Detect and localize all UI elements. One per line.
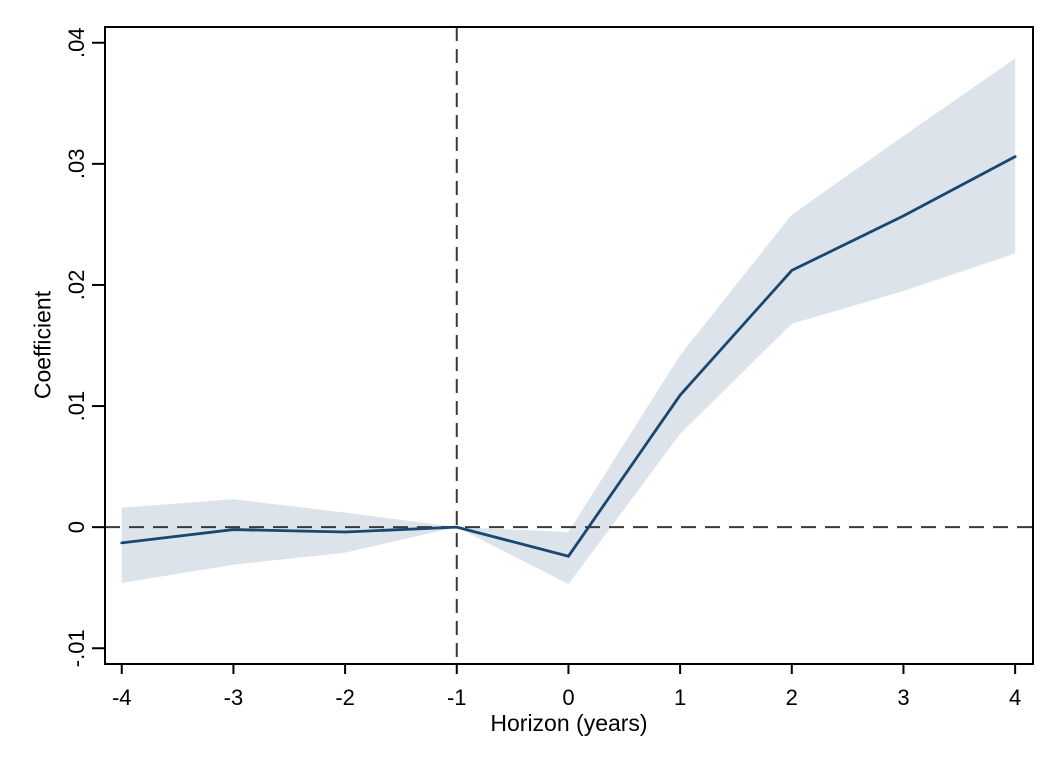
y-axis-title: Coefficient <box>29 290 56 400</box>
x-tick-label: -2 <box>335 685 355 710</box>
confidence-band <box>121 58 1016 585</box>
x-tick-label: 3 <box>897 685 909 710</box>
x-tick-label: 0 <box>562 685 574 710</box>
x-tick-label: -3 <box>224 685 244 710</box>
coefficient-line <box>120 155 1017 558</box>
y-tick-label: -.01 <box>64 629 89 667</box>
y-tick-label: .04 <box>64 27 89 58</box>
x-tick-label: -1 <box>447 685 467 710</box>
y-tick-label: 0 <box>64 521 89 533</box>
y-tick-label: .03 <box>64 149 89 180</box>
x-tick-label: -4 <box>112 685 132 710</box>
y-tick-label: .01 <box>64 391 89 422</box>
y-tick-label: .02 <box>64 270 89 301</box>
x-tick-label: 1 <box>674 685 686 710</box>
x-tick-label: 4 <box>1009 685 1021 710</box>
x-axis-title: Horizon (years) <box>490 710 648 736</box>
x-tick-label: 2 <box>786 685 798 710</box>
